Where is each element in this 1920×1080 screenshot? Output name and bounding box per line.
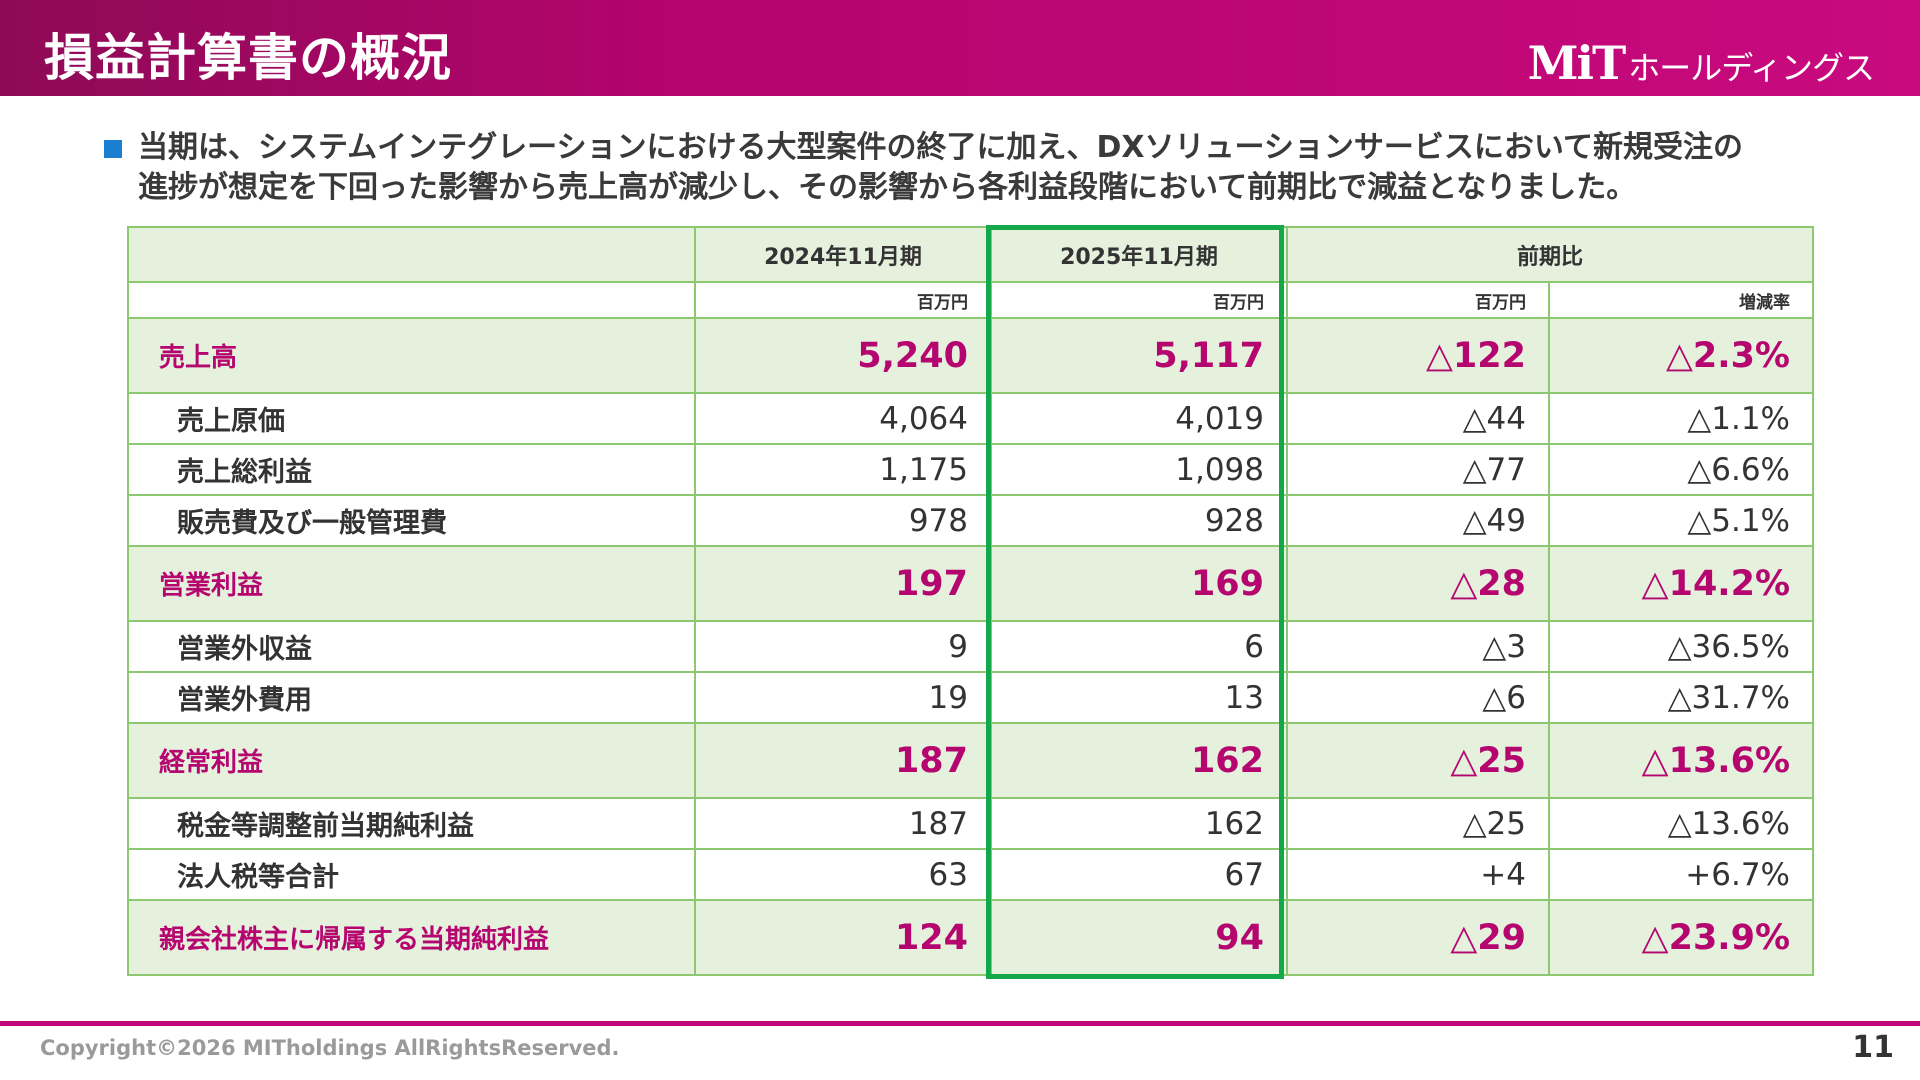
cell-prev: 19: [694, 671, 992, 724]
header-yoy: 前期比: [1285, 226, 1815, 283]
cell-diff: △49: [1286, 494, 1550, 547]
logo-mark: MiT: [1527, 36, 1627, 90]
cell-prev: 197: [694, 545, 992, 622]
cell-diff: △28: [1286, 545, 1550, 622]
cell-prev: 5,240: [694, 317, 992, 394]
summary-line-1: 当期は、システムインテグレーションにおける大型案件の終了に加え、DXソリューショ…: [138, 130, 1744, 165]
table-unit-row: 百万円 百万円 百万円 増減率: [127, 281, 1815, 319]
summary-line-2: 進捗が想定を下回った影響から売上高が減少し、その影響から各利益段階において前期比…: [138, 170, 1637, 205]
row-label: 売上総利益: [127, 443, 696, 496]
cell-diff: △29: [1286, 899, 1550, 976]
row-label: 販売費及び一般管理費: [127, 494, 696, 547]
cell-curr: 13: [990, 671, 1288, 724]
page-title: 損益計算書の概況: [44, 29, 452, 87]
page-number: 11: [1852, 1030, 1894, 1065]
cell-diff: △6: [1286, 671, 1550, 724]
table-header-row: 2024年11月期 2025年11月期 前期比: [127, 226, 1815, 283]
cell-prev: 187: [694, 722, 992, 799]
cell-rate: △36.5%: [1547, 620, 1815, 673]
cell-curr: 4,019: [990, 392, 1288, 445]
table-row: 販売費及び一般管理費 978 928 △49 △5.1%: [127, 494, 1815, 547]
cell-diff: △122: [1286, 317, 1550, 394]
slide-header: 損益計算書の概況 MiT ホールディングス: [0, 0, 1920, 96]
row-label: 法人税等合計: [127, 848, 696, 901]
table-row: 営業外収益 9 6 △3 △36.5%: [127, 620, 1815, 673]
cell-prev: 63: [694, 848, 992, 901]
table-row: 売上原価 4,064 4,019 △44 △1.1%: [127, 392, 1815, 445]
header-blank: [127, 226, 696, 283]
unit-blank: [127, 281, 696, 319]
table-row: 法人税等合計 63 67 +4 +6.7%: [127, 848, 1815, 901]
cell-rate: △2.3%: [1547, 317, 1815, 394]
footer-divider: [0, 1021, 1920, 1026]
row-label: 営業外収益: [127, 620, 696, 673]
header-prev-period: 2024年11月期: [694, 226, 992, 283]
table-body: 売上高 5,240 5,117 △122 △2.3% 売上原価 4,064 4,019 △44 △…: [127, 317, 1815, 976]
table-row: 営業利益 197 169 △28 △14.2%: [127, 545, 1815, 622]
row-label: 売上原価: [127, 392, 696, 445]
row-label: 営業外費用: [127, 671, 696, 724]
cell-curr: 928: [990, 494, 1288, 547]
unit-prev: 百万円: [694, 281, 992, 319]
income-statement-table: 2024年11月期 2025年11月期 前期比 百万円 百万円 百万円 増減率 …: [127, 226, 1815, 976]
table-row: 売上総利益 1,175 1,098 △77 △6.6%: [127, 443, 1815, 496]
cell-curr: 94: [990, 899, 1288, 976]
summary-text: 当期は、システムインテグレーションにおける大型案件の終了に加え、DXソリューショ…: [104, 128, 1804, 208]
cell-diff: △77: [1286, 443, 1550, 496]
table-row: 親会社株主に帰属する当期純利益 124 94 △29 △23.9%: [127, 899, 1815, 976]
cell-rate: △23.9%: [1547, 899, 1815, 976]
cell-prev: 1,175: [694, 443, 992, 496]
table-row: 経常利益 187 162 △25 △13.6%: [127, 722, 1815, 799]
cell-curr: 5,117: [990, 317, 1288, 394]
header-curr-period: 2025年11月期: [990, 226, 1288, 283]
cell-diff: △3: [1286, 620, 1550, 673]
table-row: 営業外費用 19 13 △6 △31.7%: [127, 671, 1815, 724]
cell-diff: △44: [1286, 392, 1550, 445]
row-label: 売上高: [127, 317, 696, 394]
cell-prev: 187: [694, 797, 992, 850]
company-logo: MiT ホールディングス: [1528, 36, 1875, 90]
cell-rate: △13.6%: [1547, 722, 1815, 799]
cell-prev: 4,064: [694, 392, 992, 445]
unit-curr: 百万円: [990, 281, 1288, 319]
cell-curr: 162: [990, 797, 1288, 850]
cell-diff: △25: [1286, 797, 1550, 850]
logo-text: ホールディングス: [1628, 49, 1875, 87]
cell-rate: △1.1%: [1547, 392, 1815, 445]
cell-prev: 978: [694, 494, 992, 547]
cell-rate: △31.7%: [1547, 671, 1815, 724]
row-label: 親会社株主に帰属する当期純利益: [127, 899, 696, 976]
cell-curr: 67: [990, 848, 1288, 901]
cell-curr: 162: [990, 722, 1288, 799]
cell-rate: △6.6%: [1547, 443, 1815, 496]
row-label: 経常利益: [127, 722, 696, 799]
cell-curr: 6: [990, 620, 1288, 673]
cell-rate: △5.1%: [1547, 494, 1815, 547]
table-row: 売上高 5,240 5,117 △122 △2.3%: [127, 317, 1815, 394]
cell-rate: △13.6%: [1547, 797, 1815, 850]
row-label: 営業利益: [127, 545, 696, 622]
cell-diff: △25: [1286, 722, 1550, 799]
cell-rate: △14.2%: [1547, 545, 1815, 622]
cell-prev: 9: [694, 620, 992, 673]
table-row: 税金等調整前当期純利益 187 162 △25 △13.6%: [127, 797, 1815, 850]
cell-curr: 1,098: [990, 443, 1288, 496]
copyright-text: Copyright©2026 MITholdings AllRightsRese…: [40, 1036, 620, 1060]
square-bullet-icon: [104, 140, 122, 158]
row-label: 税金等調整前当期純利益: [127, 797, 696, 850]
unit-diff: 百万円: [1286, 281, 1550, 319]
cell-curr: 169: [990, 545, 1288, 622]
cell-rate: +6.7%: [1547, 848, 1815, 901]
cell-diff: +4: [1286, 848, 1550, 901]
cell-prev: 124: [694, 899, 992, 976]
unit-rate: 増減率: [1547, 281, 1815, 319]
